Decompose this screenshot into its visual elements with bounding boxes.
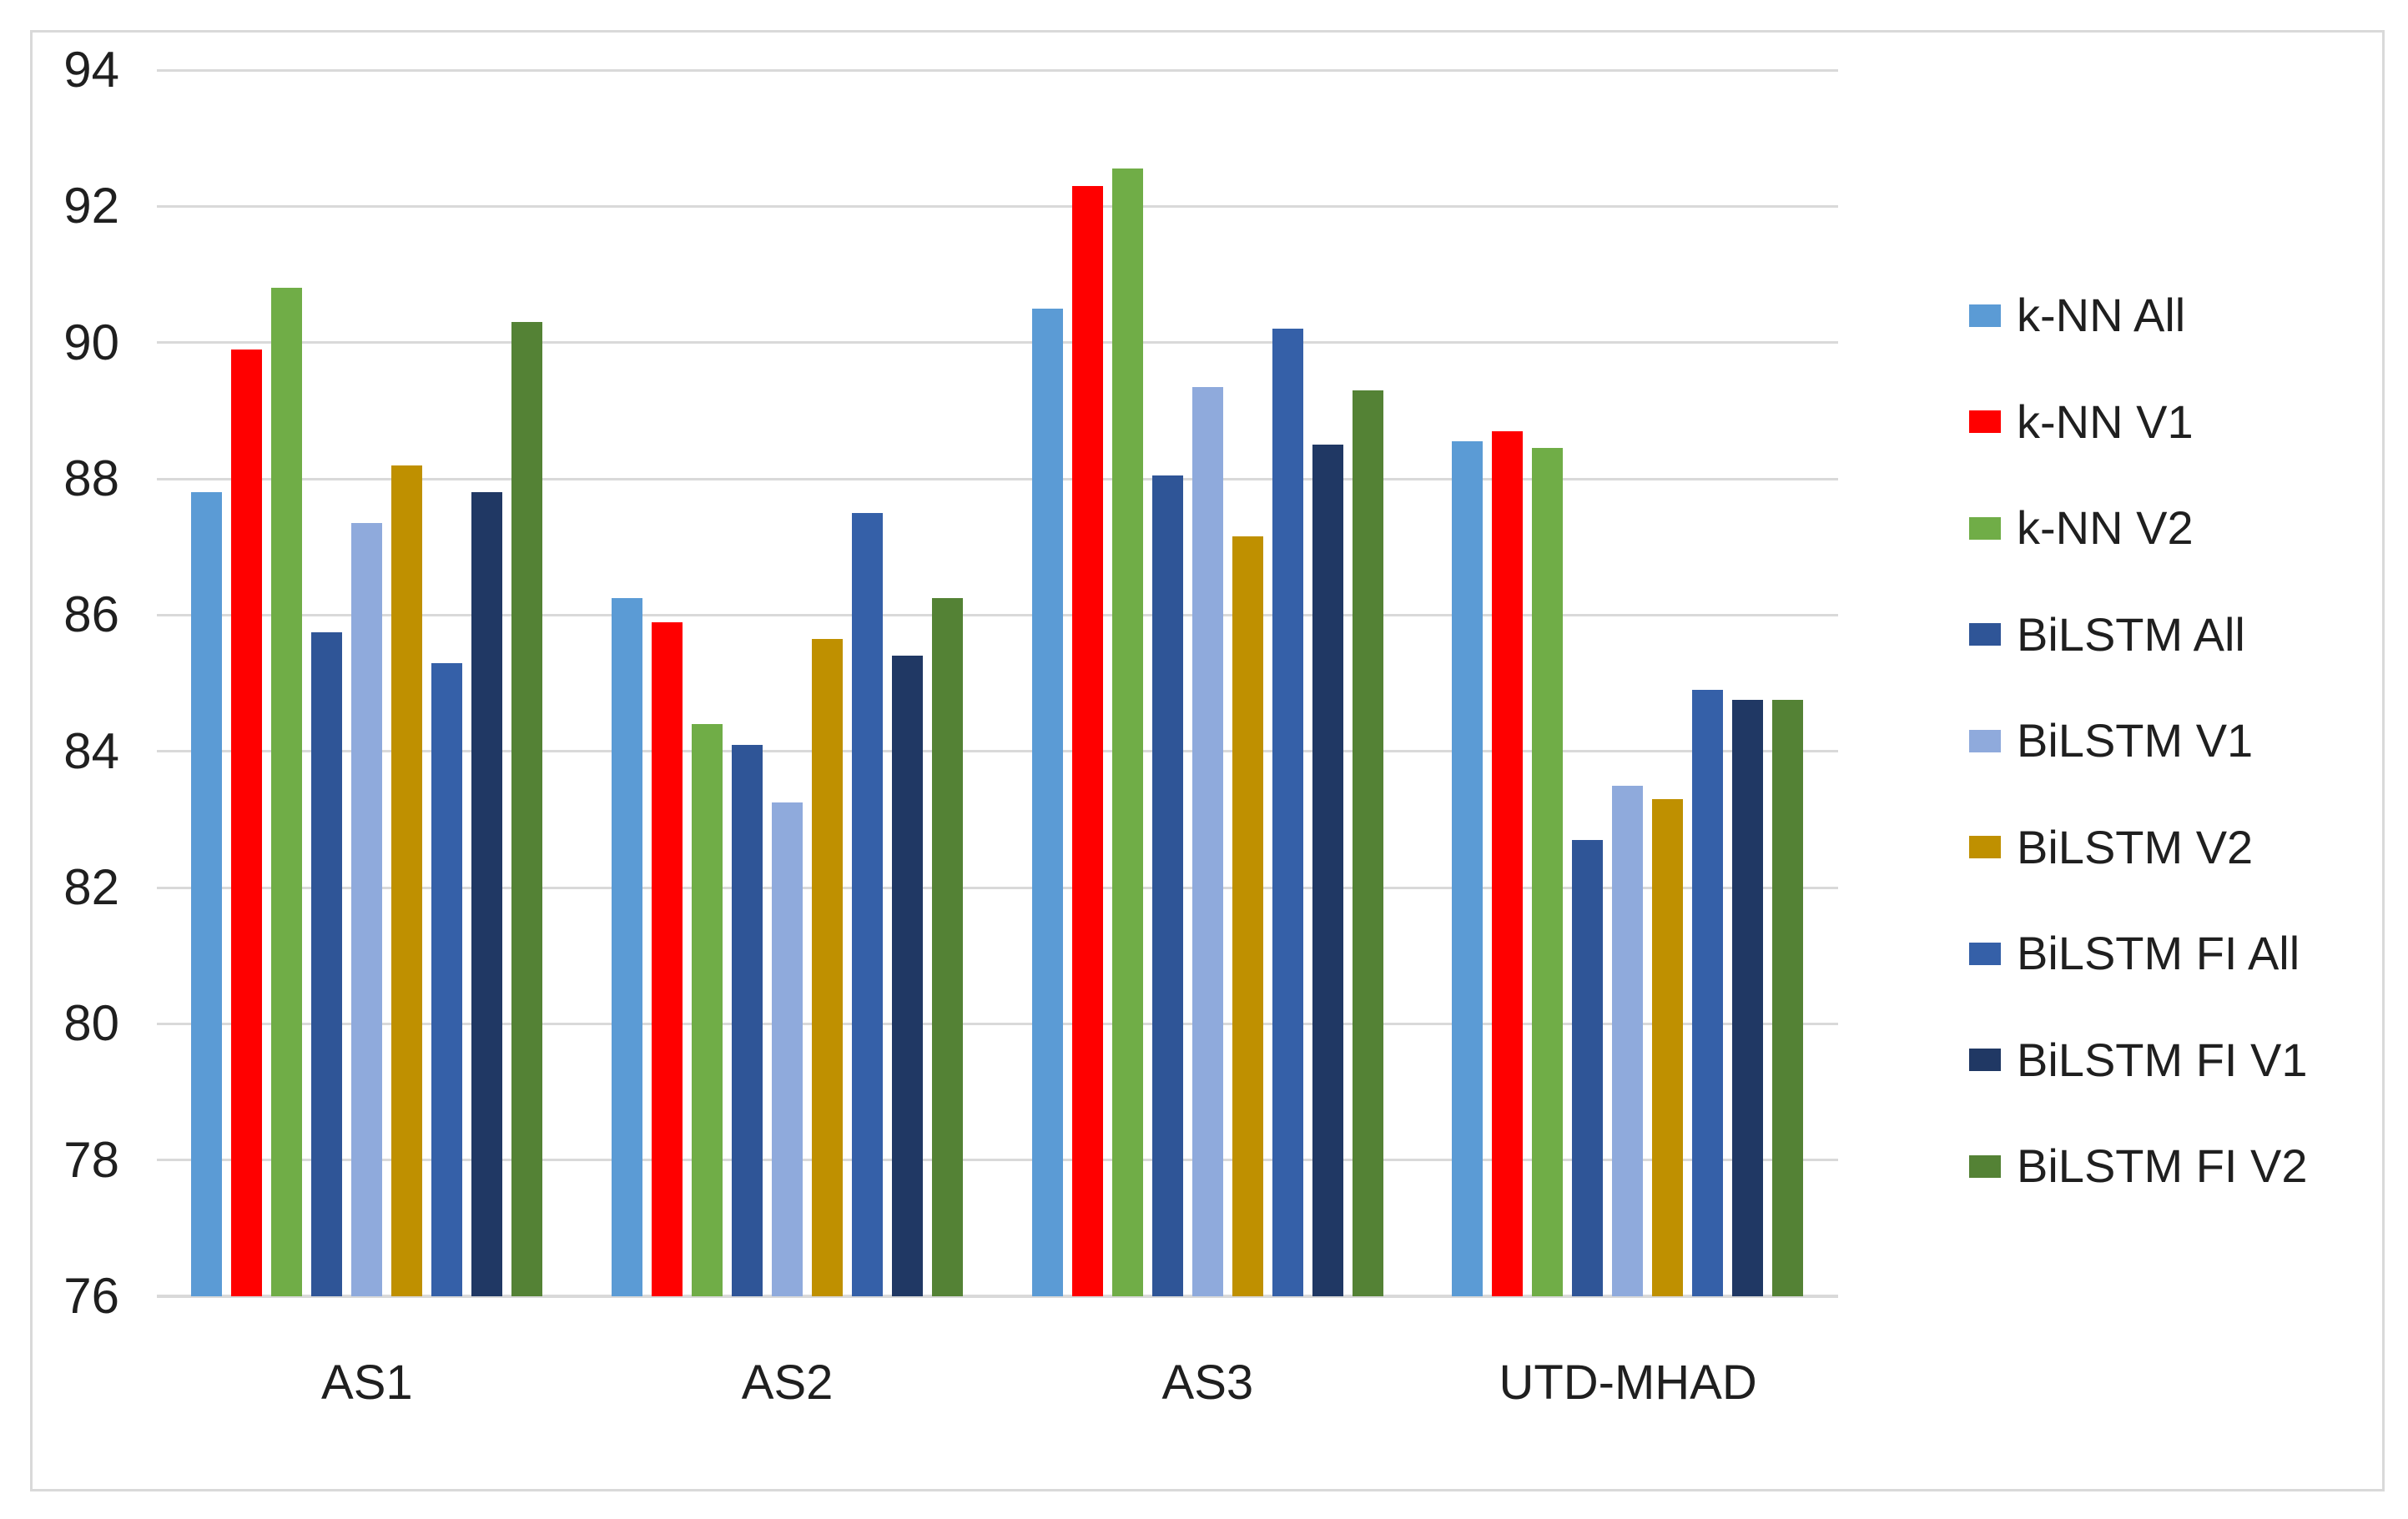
bar-AS1-BiLSTM-V1 xyxy=(351,523,382,1296)
legend-swatch-BiLSTM-All xyxy=(1969,623,2001,646)
gridline-y-78 xyxy=(157,1159,1838,1162)
gridline-y-82 xyxy=(157,886,1838,889)
bar-UTD-MHAD-k-NN-V1 xyxy=(1492,430,1524,1296)
y-tick-label-84: 84 xyxy=(63,722,119,779)
bar-AS2-BiLSTM-All xyxy=(731,744,763,1296)
bar-AS1-BiLSTM-FI-V2 xyxy=(511,322,542,1296)
bar-AS1-k-NN-V1 xyxy=(231,349,262,1296)
legend-label-BiLSTM-FI-All: BiLSTM FI All xyxy=(2017,927,2300,979)
gridline-y-86 xyxy=(157,613,1838,616)
legend-label-BiLSTM-FI-V1: BiLSTM FI V1 xyxy=(2017,1033,2308,1086)
legend-label-BiLSTM-V2: BiLSTM V2 xyxy=(2017,820,2254,873)
legend-swatch-BiLSTM-V1 xyxy=(1969,729,2001,752)
y-tick-label-78: 78 xyxy=(63,1131,119,1188)
gridline-y-92 xyxy=(157,204,1838,208)
bar-UTD-MHAD-BiLSTM-All xyxy=(1572,839,1604,1296)
bar-UTD-MHAD-BiLSTM-V1 xyxy=(1612,785,1644,1296)
bar-AS1-k-NN-All xyxy=(191,492,222,1296)
gridline-y-94 xyxy=(157,68,1838,72)
bar-AS3-BiLSTM-FI-V2 xyxy=(1352,390,1383,1296)
bar-AS1-BiLSTM-FI-All xyxy=(431,662,462,1296)
legend-swatch-BiLSTM-V2 xyxy=(1969,836,2001,858)
y-tick-label-88: 88 xyxy=(63,450,119,506)
bar-AS2-BiLSTM-FI-V1 xyxy=(891,656,923,1296)
gridline-y-90 xyxy=(157,341,1838,345)
bar-AS3-BiLSTM-FI-V1 xyxy=(1312,445,1343,1296)
legend-label-k-NN-V2: k-NN V2 xyxy=(2017,501,2194,554)
gridline-y-80 xyxy=(157,1022,1838,1025)
bar-AS2-k-NN-V2 xyxy=(691,724,723,1296)
legend-label-k-NN-All: k-NN All xyxy=(2017,289,2186,341)
bar-AS1-BiLSTM-FI-V1 xyxy=(471,492,502,1296)
bar-AS2-BiLSTM-FI-V2 xyxy=(931,597,963,1296)
y-tick-label-86: 86 xyxy=(63,586,119,643)
bar-UTD-MHAD-BiLSTM-FI-V2 xyxy=(1772,700,1804,1296)
bar-AS3-BiLSTM-V2 xyxy=(1232,536,1263,1296)
bar-AS1-k-NN-V2 xyxy=(271,288,302,1296)
bar-AS2-BiLSTM-V1 xyxy=(771,802,803,1296)
bar-UTD-MHAD-BiLSTM-V2 xyxy=(1652,798,1684,1296)
bar-AS3-BiLSTM-All xyxy=(1151,475,1183,1296)
y-tick-label-92: 92 xyxy=(63,178,119,234)
bar-UTD-MHAD-k-NN-All xyxy=(1452,441,1484,1296)
y-tick-label-82: 82 xyxy=(63,859,119,915)
legend-label-BiLSTM-All: BiLSTM All xyxy=(2017,607,2245,661)
gridline-y-88 xyxy=(157,477,1838,480)
gridline-y-84 xyxy=(157,750,1838,753)
legend-swatch-k-NN-All xyxy=(1969,304,2001,327)
bar-AS3-BiLSTM-V1 xyxy=(1191,386,1223,1296)
x-category-label-AS3: AS3 xyxy=(1161,1356,1254,1410)
bar-AS3-k-NN-V1 xyxy=(1071,185,1103,1296)
bar-UTD-MHAD-k-NN-V2 xyxy=(1532,448,1564,1296)
bar-AS1-BiLSTM-All xyxy=(311,631,342,1296)
bar-AS2-k-NN-V1 xyxy=(651,621,683,1296)
bar-AS2-k-NN-All xyxy=(611,597,642,1296)
legend-swatch-k-NN-V1 xyxy=(1969,410,2001,433)
legend-label-BiLSTM-V1: BiLSTM V1 xyxy=(2017,714,2254,767)
legend-label-BiLSTM-FI-V2: BiLSTM FI V2 xyxy=(2017,1139,2308,1192)
y-tick-label-90: 90 xyxy=(63,314,119,370)
legend-swatch-BiLSTM-FI-V1 xyxy=(1969,1049,2001,1071)
legend-swatch-k-NN-V2 xyxy=(1969,516,2001,540)
bar-AS3-k-NN-All xyxy=(1031,308,1063,1296)
bar-AS1-BiLSTM-V2 xyxy=(391,465,422,1296)
x-category-label-UTD-MHAD: UTD-MHAD xyxy=(1499,1356,1757,1410)
bar-AS2-BiLSTM-FI-All xyxy=(851,512,883,1296)
chart-container: 76 78 80 82 84 86 88 90 92 94 AS1 AS2 AS3 UTD-MHAD k… xyxy=(30,30,2385,1491)
y-tick-label-94: 94 xyxy=(63,42,119,98)
y-tick-label-76: 76 xyxy=(63,1268,119,1324)
legend-swatch-BiLSTM-FI-V2 xyxy=(1969,1154,2001,1178)
legend-swatch-BiLSTM-FI-All xyxy=(1969,942,2001,965)
x-category-label-AS1: AS1 xyxy=(321,1356,413,1410)
x-category-label-AS2: AS2 xyxy=(741,1356,834,1410)
bar-UTD-MHAD-BiLSTM-FI-All xyxy=(1692,690,1724,1296)
bar-AS2-BiLSTM-V2 xyxy=(811,638,843,1296)
bar-AS3-BiLSTM-FI-All xyxy=(1272,329,1303,1296)
legend-label-k-NN-V1: k-NN V1 xyxy=(2017,395,2194,448)
bar-UTD-MHAD-BiLSTM-FI-V1 xyxy=(1732,700,1764,1296)
x-axis-line xyxy=(157,1295,1838,1298)
y-tick-label-80: 80 xyxy=(63,995,119,1052)
bar-AS3-k-NN-V2 xyxy=(1111,168,1143,1296)
